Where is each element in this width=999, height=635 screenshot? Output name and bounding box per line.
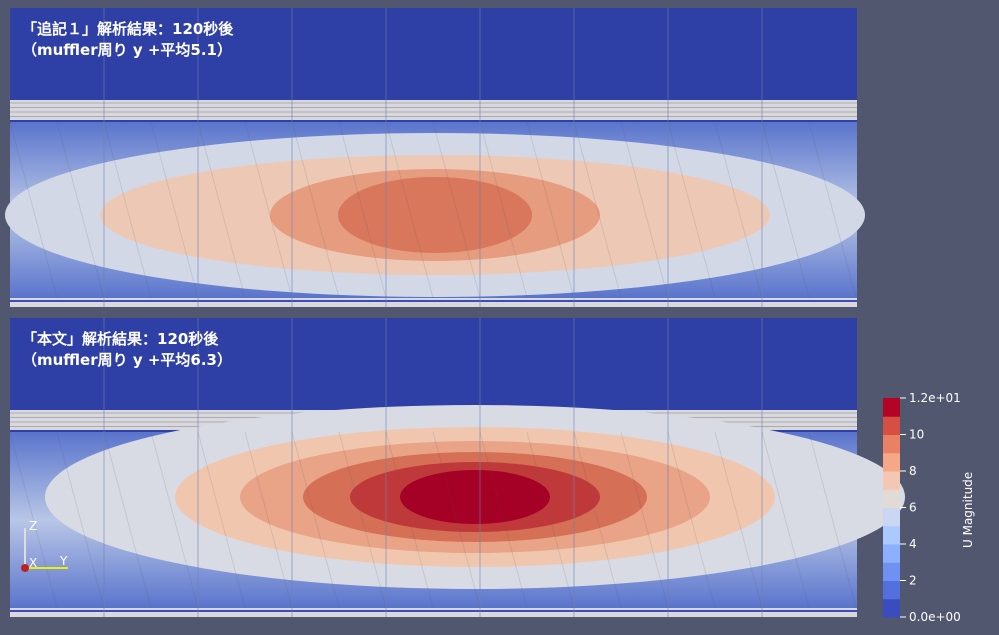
colorbar-segment [883, 525, 900, 545]
colorbar-segment [883, 562, 900, 581]
triad-label: Y [59, 554, 68, 568]
colorbar-segment [883, 398, 900, 417]
bottom-strip [10, 298, 857, 307]
mesh-line [620, 431, 669, 609]
mesh-line [338, 121, 387, 299]
mesh-line [526, 121, 575, 299]
mesh-line [432, 121, 481, 299]
mesh-line [197, 431, 246, 609]
triad-label: X [29, 556, 37, 570]
colorbar-label: 6 [909, 501, 917, 515]
colorbar-label: 0.0e+00 [909, 610, 961, 624]
panel-title: （muffler周り y +平均6.3） [22, 351, 232, 369]
mesh-line [385, 431, 434, 609]
colorbar-segment [883, 434, 900, 454]
colorbar-label: 4 [909, 537, 917, 551]
mesh-line [103, 121, 152, 299]
panel-title: （muffler周り y +平均5.1） [22, 41, 232, 59]
colorbar-title: U Magnitude [961, 472, 975, 548]
mesh-line [150, 431, 199, 609]
bottom-strip [10, 608, 857, 617]
mesh-line [9, 121, 58, 299]
white-strip [10, 100, 857, 120]
mesh-line [432, 431, 481, 609]
mesh-line [385, 121, 434, 299]
mesh-line [573, 121, 622, 299]
mesh-line [338, 431, 387, 609]
panel-title: 「本文」解析結果：120秒後 [22, 330, 219, 348]
mesh-line [526, 431, 575, 609]
triad-label: Z [29, 519, 37, 533]
mesh-line [291, 121, 340, 299]
colorbar-segment [883, 598, 900, 618]
colorbar-segment [883, 489, 900, 508]
mesh-line [714, 431, 763, 609]
mesh-line [714, 121, 763, 299]
mesh-line [291, 431, 340, 609]
colorbar-label: 8 [909, 464, 917, 478]
mesh-line [479, 121, 528, 299]
mesh-line [573, 431, 622, 609]
mesh-line [244, 121, 293, 299]
colorbar-segment [883, 416, 900, 435]
colorbar-segment [883, 507, 900, 527]
mesh-line [479, 431, 528, 609]
mesh-line [9, 431, 58, 609]
mesh-line [667, 121, 716, 299]
colorbar-segment [883, 452, 900, 472]
mesh-line [620, 121, 669, 299]
colorbar-label: 10 [909, 428, 924, 442]
colorbar-label: 2 [909, 574, 917, 588]
colorbar-label: 1.2e+01 [909, 391, 961, 405]
contour [338, 177, 532, 253]
mesh-line [808, 121, 857, 299]
colorbar-segment [883, 580, 900, 600]
mesh-line [150, 121, 199, 299]
mesh-line [244, 431, 293, 609]
mesh-line [56, 121, 105, 299]
mesh-line [808, 431, 857, 609]
colorbar-segment [883, 544, 900, 563]
contour [400, 470, 550, 524]
mesh-line [103, 431, 152, 609]
mesh-line [667, 431, 716, 609]
mesh-line [197, 121, 246, 299]
mesh-line [761, 121, 810, 299]
mesh-line [761, 431, 810, 609]
axis-x [21, 564, 29, 572]
panel-title: 「追記１」解析結果：120秒後 [22, 20, 234, 38]
mesh-line [56, 431, 105, 609]
colorbar-segment [883, 471, 900, 490]
